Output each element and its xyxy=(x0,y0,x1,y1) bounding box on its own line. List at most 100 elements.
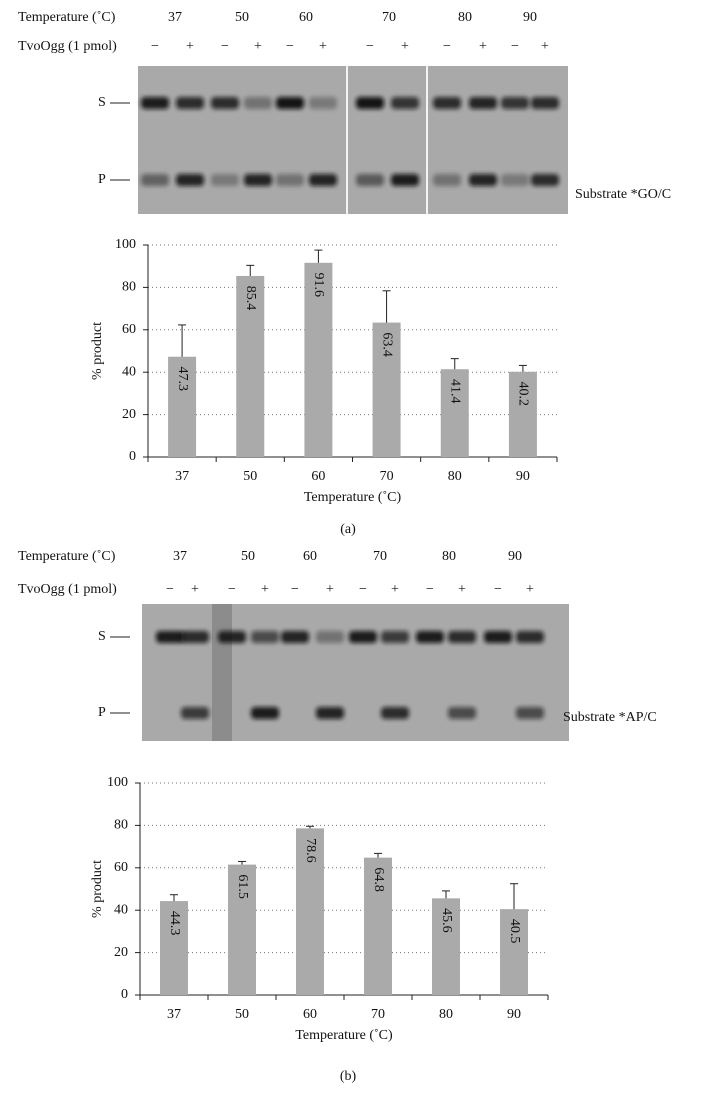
x-tick-label: 50 xyxy=(235,1007,249,1022)
bar xyxy=(500,909,528,995)
gel-band xyxy=(349,631,377,643)
gel-band xyxy=(381,631,409,643)
value-label: 45.6 xyxy=(439,908,454,933)
temperature-label: 70 xyxy=(382,10,396,25)
sign-label: − xyxy=(286,39,294,54)
sign-label: − xyxy=(511,39,519,54)
value-label: 78.6 xyxy=(303,838,318,863)
gel-band xyxy=(211,174,239,186)
temperature-label: 80 xyxy=(458,10,472,25)
x-tick-label: 80 xyxy=(448,469,462,484)
y-tick-label: 60 xyxy=(114,860,128,875)
gel-band xyxy=(316,707,344,719)
y-tick-label: 60 xyxy=(122,322,136,337)
gel-band xyxy=(176,174,204,186)
x-tick-label: 60 xyxy=(311,469,325,484)
bar xyxy=(160,901,188,995)
value-label: 47.3 xyxy=(175,366,190,391)
gel-band xyxy=(501,97,529,109)
x-tick-label: 70 xyxy=(371,1007,385,1022)
x-tick-label: 90 xyxy=(516,469,530,484)
sign-label: + xyxy=(401,39,409,54)
sign-label: − xyxy=(151,39,159,54)
y-tick-label: 100 xyxy=(115,237,136,252)
x-tick-label: 60 xyxy=(303,1007,317,1022)
gel-band xyxy=(416,631,444,643)
gel-band xyxy=(356,174,384,186)
sign-label: + xyxy=(186,39,194,54)
sign-label: + xyxy=(326,582,334,597)
temperature-label: 80 xyxy=(442,549,456,564)
bar xyxy=(508,371,537,457)
gel-band xyxy=(531,174,559,186)
bar xyxy=(432,898,460,995)
sign-label: + xyxy=(479,39,487,54)
sign-label: − xyxy=(359,582,367,597)
gel-band xyxy=(176,97,204,109)
gel-band xyxy=(309,174,337,186)
sign-label: − xyxy=(426,582,434,597)
x-tick-label: 70 xyxy=(380,469,394,484)
sign-label: − xyxy=(221,39,229,54)
value-label: 40.2 xyxy=(516,382,531,407)
gel-divider xyxy=(346,66,348,214)
temperature-label: 90 xyxy=(508,549,522,564)
gel-band xyxy=(433,174,461,186)
temperature-label: 37 xyxy=(173,549,187,564)
row-label: Temperature (˚C) xyxy=(18,549,116,564)
gel-band xyxy=(244,174,272,186)
x-axis-title: Temperature (˚C) xyxy=(304,490,402,505)
temperature-label: 60 xyxy=(303,549,317,564)
sign-label: − xyxy=(166,582,174,597)
row-label: TvoOgg (1 pmol) xyxy=(18,39,117,54)
gel-band xyxy=(448,707,476,719)
substrate-label: Substrate *GO/C xyxy=(575,187,671,202)
bar xyxy=(296,828,324,995)
bar xyxy=(228,864,256,995)
sign-label: + xyxy=(391,582,399,597)
x-tick-label: 37 xyxy=(175,469,189,484)
band-label: P xyxy=(98,705,106,720)
sign-label: − xyxy=(443,39,451,54)
value-label: 41.4 xyxy=(448,379,463,404)
sign-label: + xyxy=(319,39,327,54)
x-tick-label: 90 xyxy=(507,1007,521,1022)
x-tick-label: 50 xyxy=(243,469,257,484)
bar xyxy=(372,322,401,457)
gel-band xyxy=(181,707,209,719)
gel-band xyxy=(356,97,384,109)
y-tick-label: 20 xyxy=(114,945,128,960)
gel-band xyxy=(469,174,497,186)
gel-band xyxy=(251,707,279,719)
y-tick-label: 80 xyxy=(114,818,128,833)
sign-label: + xyxy=(254,39,262,54)
gel-band xyxy=(516,707,544,719)
gel-shadow xyxy=(212,604,232,741)
y-tick-label: 40 xyxy=(122,364,136,379)
panel-caption: (b) xyxy=(340,1069,357,1084)
y-tick-label: 100 xyxy=(107,775,128,790)
gel-band xyxy=(391,174,419,186)
y-axis-title: % product xyxy=(90,860,105,918)
gel-band xyxy=(281,631,309,643)
bar xyxy=(364,857,392,995)
value-label: 85.4 xyxy=(243,286,258,311)
sign-label: − xyxy=(366,39,374,54)
sign-label: + xyxy=(526,582,534,597)
y-tick-label: 20 xyxy=(122,407,136,422)
bar xyxy=(236,275,265,457)
value-label: 63.4 xyxy=(379,332,394,357)
gel-band xyxy=(316,631,344,643)
gel-band xyxy=(469,97,497,109)
y-axis-title: % product xyxy=(90,322,105,380)
gel-band xyxy=(381,707,409,719)
x-tick-label: 37 xyxy=(167,1007,181,1022)
gel-band xyxy=(251,631,279,643)
x-axis-title: Temperature (˚C) xyxy=(295,1028,393,1043)
substrate-label: Substrate *AP/C xyxy=(563,710,657,725)
band-label: S xyxy=(98,629,106,644)
sign-label: + xyxy=(458,582,466,597)
gel-band xyxy=(501,174,529,186)
value-label: 91.6 xyxy=(311,273,326,298)
